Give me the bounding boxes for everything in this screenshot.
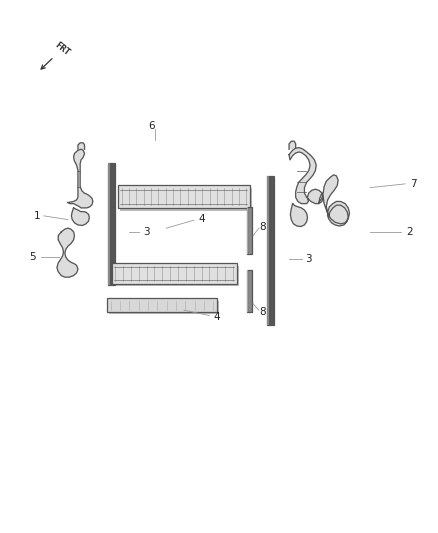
Polygon shape xyxy=(319,175,350,226)
Text: 8: 8 xyxy=(259,307,266,317)
Bar xyxy=(247,207,248,254)
Text: 5: 5 xyxy=(29,253,36,262)
Text: 6: 6 xyxy=(148,122,155,131)
Bar xyxy=(109,301,219,314)
Bar xyxy=(112,263,237,284)
Bar xyxy=(267,176,269,325)
Text: 4: 4 xyxy=(198,214,205,223)
Text: 4: 4 xyxy=(213,312,220,322)
Polygon shape xyxy=(71,208,89,225)
Bar xyxy=(107,298,217,312)
Text: 1: 1 xyxy=(34,211,41,221)
Bar xyxy=(247,270,248,312)
Bar xyxy=(118,185,250,208)
Bar xyxy=(114,266,239,286)
Polygon shape xyxy=(290,204,307,227)
Bar xyxy=(108,163,110,285)
Text: 8: 8 xyxy=(259,222,266,231)
Polygon shape xyxy=(289,148,323,204)
Polygon shape xyxy=(68,149,93,208)
Bar xyxy=(247,270,252,312)
Polygon shape xyxy=(78,143,85,149)
Bar xyxy=(247,207,252,254)
Polygon shape xyxy=(57,228,78,277)
Bar xyxy=(108,163,115,285)
Text: 2: 2 xyxy=(406,227,413,237)
Text: 3: 3 xyxy=(305,254,312,263)
Bar xyxy=(267,176,274,325)
Text: 7: 7 xyxy=(410,179,417,189)
Text: 3: 3 xyxy=(143,227,150,237)
Polygon shape xyxy=(289,141,296,149)
Bar xyxy=(120,188,252,211)
Text: FRT: FRT xyxy=(53,41,71,58)
